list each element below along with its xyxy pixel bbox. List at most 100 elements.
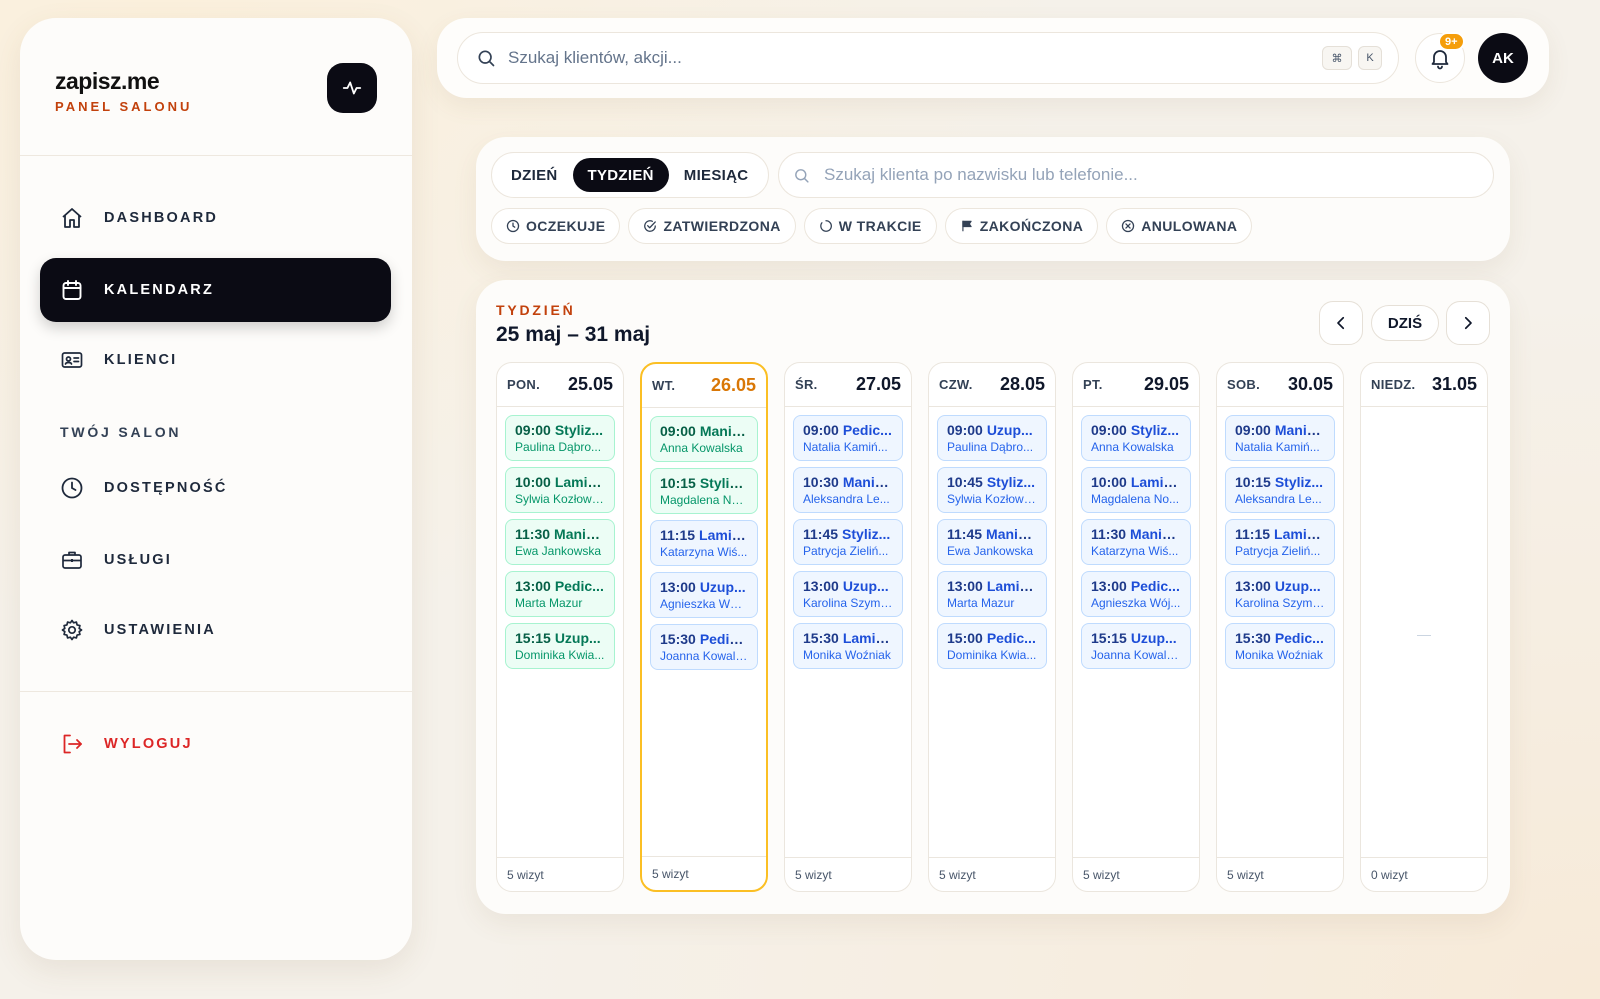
day-date: 28.05 xyxy=(999,374,1045,394)
day-column: WT. 26.05 09:00 Manic... Anna Kowalska 10:15 S… xyxy=(640,362,768,892)
sidebar-item-settings[interactable]: USTAWIENIA xyxy=(40,598,391,662)
appointment-card[interactable]: 09:00 Styliz... Anna Kowalska xyxy=(1081,415,1191,461)
appointment-time: 15:30 xyxy=(803,630,839,646)
appointment-client: Paulina Dąbro... xyxy=(515,440,602,454)
sidebar-item-services[interactable]: USŁUGI xyxy=(40,528,391,592)
appointment-card[interactable]: 11:15 Lamin... Katarzyna Wiś... xyxy=(650,520,758,566)
appointment-card[interactable]: 15:15 Uzup... Dominika Kwia... xyxy=(505,623,615,669)
appointment-card[interactable]: 13:00 Pedic... Marta Mazur xyxy=(505,571,615,617)
appointment-summary: 10:45 Styliz... xyxy=(947,474,1037,490)
appointment-time: 11:30 xyxy=(515,526,551,542)
day-column: NIEDZ. 31.05 0 wizyt xyxy=(1360,362,1488,892)
appointment-client: Patrycja Zieliń... xyxy=(1235,544,1321,558)
appointment-card[interactable]: 10:00 Lamin... Sylwia Kozłows... xyxy=(505,467,615,513)
appointment-card[interactable]: 11:15 Lamin... Patrycja Zieliń... xyxy=(1225,519,1335,565)
appointment-card[interactable]: 11:30 Manic... Katarzyna Wiś... xyxy=(1081,519,1191,565)
appointment-summary: 10:15 Styliz... xyxy=(660,475,748,491)
appointment-card[interactable]: 13:00 Uzup... Karolina Szyma... xyxy=(1225,571,1335,617)
sidebar-item-clients[interactable]: KLIENCI xyxy=(40,328,391,392)
global-search-input[interactable] xyxy=(508,48,1288,68)
appointment-card[interactable]: 10:00 Lamin... Magdalena No... xyxy=(1081,467,1191,513)
search-icon xyxy=(795,168,809,183)
appointment-summary: 15:30 Pedic... xyxy=(1235,630,1325,646)
day-header: PT. 29.05 xyxy=(1073,363,1199,407)
appointment-service: Uzup... xyxy=(554,630,601,646)
appointment-card[interactable]: 10:15 Styliz... Magdalena No... xyxy=(650,468,758,514)
status-filter-in-progress[interactable]: W TRAKCIE xyxy=(803,208,937,244)
appointment-card[interactable]: 09:00 Uzup... Paulina Dąbro... xyxy=(937,415,1047,461)
appointment-service: Lamin... xyxy=(1130,474,1181,490)
sidebar-item-dashboard[interactable]: DASHBOARD xyxy=(40,186,391,250)
view-day-button[interactable]: DZIEŃ xyxy=(511,166,558,184)
client-search-input[interactable] xyxy=(824,165,1464,185)
appointment-card[interactable]: 09:00 Pedic... Natalia Kamiń... xyxy=(793,415,903,461)
next-week-button[interactable] xyxy=(1446,301,1490,345)
appointment-card[interactable]: 13:00 Lamin... Marta Mazur xyxy=(937,571,1047,617)
appointment-client: Agnieszka Wój... xyxy=(1091,596,1181,610)
day-date: 26.05 xyxy=(710,375,756,395)
appointment-card[interactable]: 13:00 Pedic... Agnieszka Wój... xyxy=(1081,571,1191,617)
status-filter-completed[interactable]: ZAKOŃCZONA xyxy=(944,208,1099,244)
appointment-summary: 11:45 Manic... xyxy=(947,526,1037,542)
appointment-summary: 10:15 Styliz... xyxy=(1235,474,1325,490)
activity-button[interactable] xyxy=(327,63,377,113)
status-filter-cancelled[interactable]: ANULOWANA xyxy=(1106,208,1253,244)
appointment-card[interactable]: 09:00 Manic... Anna Kowalska xyxy=(650,416,758,462)
appointment-client: Paulina Dąbro... xyxy=(947,440,1034,454)
appointment-card[interactable]: 15:30 Pedic... Joanna Kowalc... xyxy=(650,624,758,670)
appointment-card[interactable]: 11:45 Styliz... Patrycja Zieliń... xyxy=(793,519,903,565)
appointment-client: Magdalena No... xyxy=(660,493,748,507)
status-filter-pending[interactable]: OCZEKUJE xyxy=(491,208,621,244)
appointment-card[interactable]: 09:00 Manic... Natalia Kamiń... xyxy=(1225,415,1335,461)
appointment-time: 10:15 xyxy=(1235,474,1271,490)
appointment-service: Pedic... xyxy=(554,578,604,594)
appointment-card[interactable]: 10:30 Manic... Aleksandra Le... xyxy=(793,467,903,513)
global-search[interactable]: ⌘ K xyxy=(457,32,1399,84)
appointment-list: 09:00 Styliz... Paulina Dąbro... 10:00 Lamin… xyxy=(497,407,623,669)
sidebar-divider xyxy=(20,691,412,692)
appointment-service: Styliz... xyxy=(699,475,748,491)
appointment-client: Sylwia Kozłows... xyxy=(947,492,1037,506)
appointment-client: Karolina Szyma... xyxy=(1235,596,1325,610)
day-date: 29.05 xyxy=(1143,374,1189,394)
sidebar-item-availability[interactable]: DOSTĘPNOŚĆ xyxy=(40,456,391,520)
client-search[interactable] xyxy=(778,152,1494,198)
prev-week-button[interactable] xyxy=(1319,301,1363,345)
appointment-card[interactable]: 15:15 Uzup... Joanna Kowalc... xyxy=(1081,623,1191,669)
view-month-button[interactable]: MIESIĄC xyxy=(683,166,749,184)
appointment-card[interactable]: 10:15 Styliz... Aleksandra Le... xyxy=(1225,467,1335,513)
avatar[interactable]: AK xyxy=(1478,33,1528,83)
sidebar-item-label: DOSTĘPNOŚĆ xyxy=(104,480,228,496)
appointment-client: Anna Kowalska xyxy=(660,441,743,455)
appointment-card[interactable]: 13:00 Uzup... Agnieszka Wój... xyxy=(650,572,758,618)
logout-button[interactable]: WYLOGUJ xyxy=(40,712,391,776)
appointment-service: Lamin... xyxy=(1274,526,1325,542)
appointment-card[interactable]: 11:30 Manic... Ewa Jankowska xyxy=(505,519,615,565)
sidebar-item-calendar[interactable]: KALENDARZ xyxy=(40,258,391,322)
visit-count: 5 wizyt xyxy=(642,856,766,890)
filter-panel: DZIEŃ TYDZIEŃ MIESIĄC OCZEKUJE ZATWIERDZ… xyxy=(476,137,1510,261)
status-filter-confirmed[interactable]: ZATWIERDZONA xyxy=(628,208,796,244)
appointment-card[interactable]: 15:30 Pedic... Monika Woźniak xyxy=(1225,623,1335,669)
appointment-card[interactable]: 15:00 Pedic... Dominika Kwia... xyxy=(937,623,1047,669)
view-week-button[interactable]: TYDZIEŃ xyxy=(572,158,669,192)
appointment-card[interactable]: 09:00 Styliz... Paulina Dąbro... xyxy=(505,415,615,461)
status-filter-label: ANULOWANA xyxy=(1141,218,1238,234)
appointment-client: Katarzyna Wiś... xyxy=(660,545,748,559)
appointment-summary: 09:00 Styliz... xyxy=(515,422,605,438)
appointment-card[interactable]: 13:00 Uzup... Karolina Szyma... xyxy=(793,571,903,617)
day-column: PT. 29.05 09:00 Styliz... Anna Kowalska 10:00… xyxy=(1072,362,1200,892)
appointment-card[interactable]: 15:30 Lamin... Monika Woźniak xyxy=(793,623,903,669)
appointment-service: Pedic... xyxy=(842,422,892,438)
appointment-client: Aleksandra Le... xyxy=(803,492,890,506)
appointment-card[interactable]: 11:45 Manic... Ewa Jankowska xyxy=(937,519,1047,565)
today-button[interactable]: DZIŚ xyxy=(1371,305,1439,341)
appointment-summary: 15:15 Uzup... xyxy=(1091,630,1181,646)
day-date: 25.05 xyxy=(567,374,613,394)
appointment-time: 15:15 xyxy=(1091,630,1127,646)
day-column: PON. 25.05 09:00 Styliz... Paulina Dąbro... 1… xyxy=(496,362,624,892)
status-filter-label: OCZEKUJE xyxy=(526,218,606,234)
appointment-client: Karolina Szyma... xyxy=(803,596,893,610)
sidebar-item-label: USŁUGI xyxy=(104,552,172,568)
appointment-card[interactable]: 10:45 Styliz... Sylwia Kozłows... xyxy=(937,467,1047,513)
